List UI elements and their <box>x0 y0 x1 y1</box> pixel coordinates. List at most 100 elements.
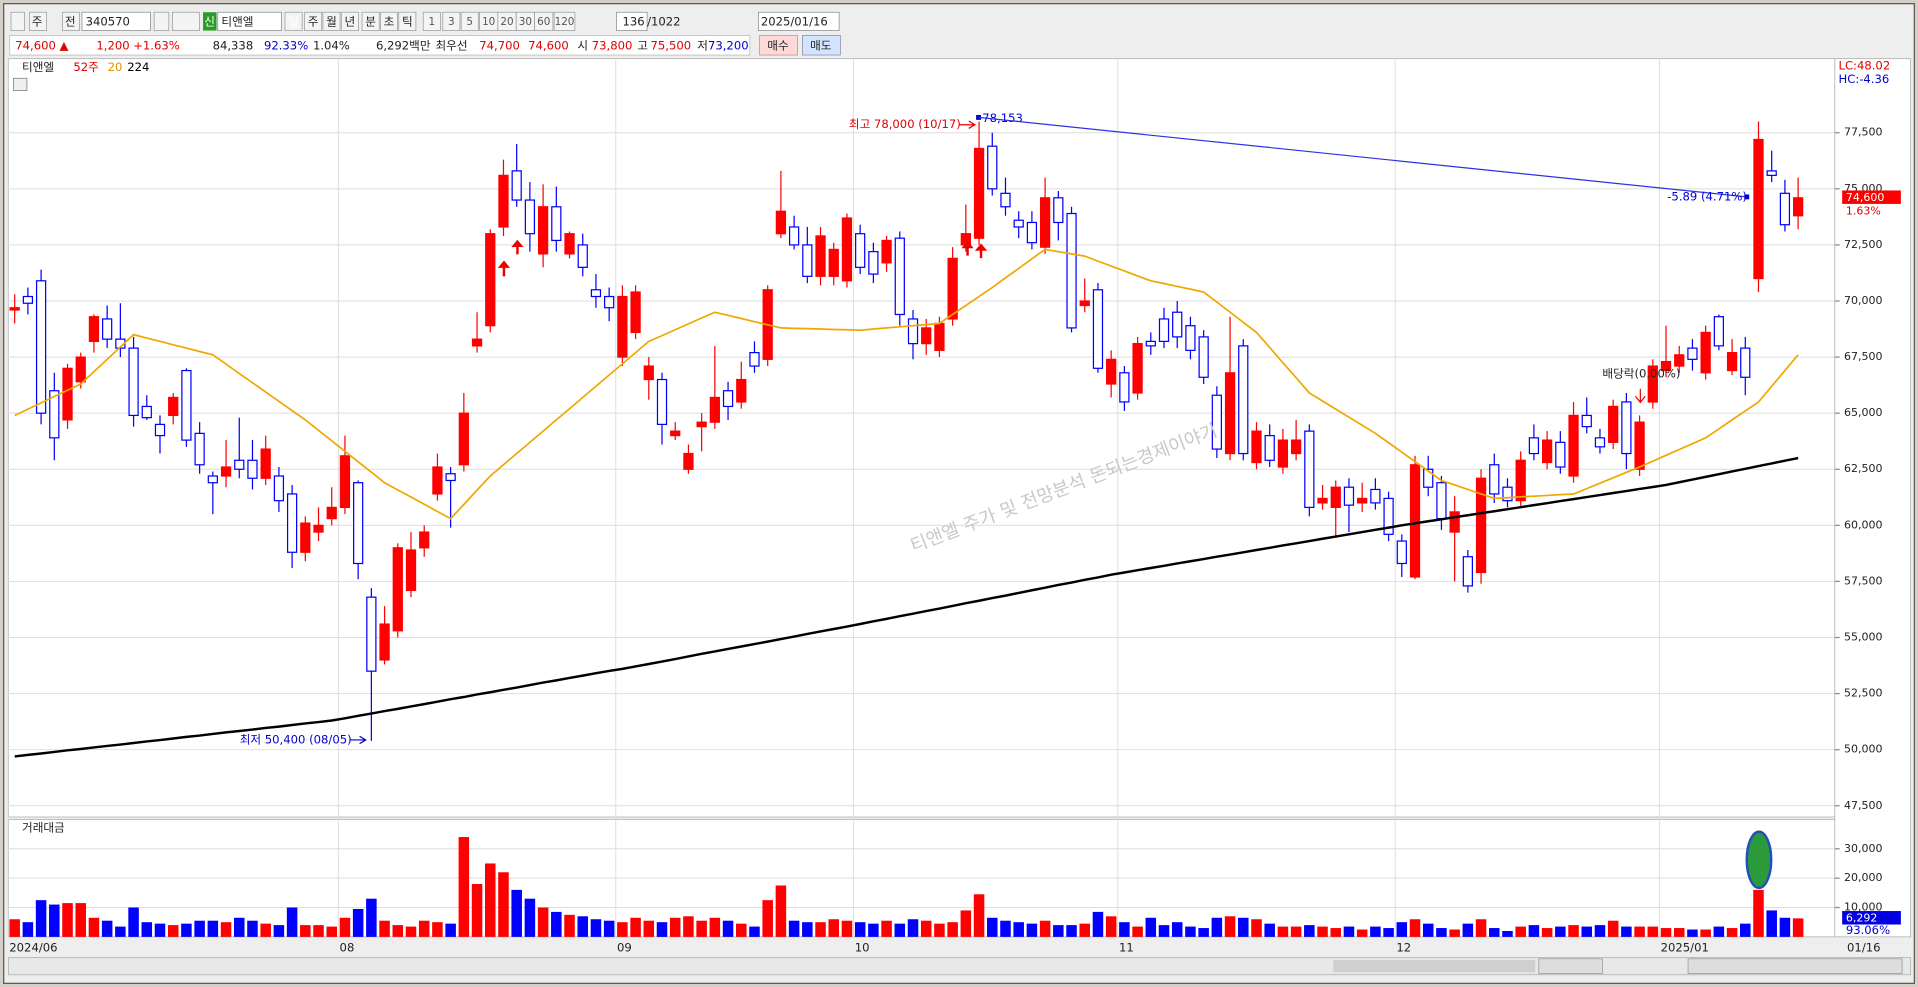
x-tick-label: 09 <box>617 940 632 954</box>
zoom-controls[interactable] <box>1687 958 1903 974</box>
period-label: 초 <box>384 15 395 29</box>
candle-body <box>881 239 892 264</box>
candle-body <box>1647 365 1658 403</box>
candle-body <box>1132 343 1143 394</box>
period-button[interactable] <box>322 11 341 31</box>
period-label: 1 <box>428 16 435 28</box>
period-button[interactable] <box>340 11 359 31</box>
candle-body <box>471 338 483 347</box>
name-box[interactable] <box>217 11 282 31</box>
period-button[interactable] <box>398 11 417 31</box>
volume-bar <box>551 911 562 937</box>
volume-bar <box>1145 917 1157 937</box>
code-text: 340570 <box>86 15 130 29</box>
volume-bar <box>617 922 628 937</box>
period-button[interactable] <box>361 11 380 31</box>
period-label: 주 <box>308 15 319 29</box>
candle-body <box>1541 439 1553 464</box>
candle-body <box>1053 197 1064 224</box>
view-select[interactable] <box>62 11 80 31</box>
volume-bar <box>1673 928 1685 937</box>
high-arrow <box>959 120 977 129</box>
y-tick-label: 70,000 <box>1844 294 1883 307</box>
volume-bar <box>273 925 285 937</box>
volume-bar <box>1436 928 1447 937</box>
candle-body <box>220 466 232 477</box>
volume-bar <box>1066 925 1077 937</box>
volume-bar <box>709 917 721 937</box>
candle-body <box>1766 170 1777 176</box>
view-label: 전 <box>65 15 76 29</box>
trend-line <box>978 116 1747 198</box>
quote-box <box>9 35 751 56</box>
y-tick-label: 52,500 <box>1844 687 1883 700</box>
candle-body <box>247 459 258 479</box>
volume-bar <box>1726 928 1738 937</box>
trend-change-label: -5.89 (4.71%) <box>1667 189 1747 203</box>
volume-bar <box>1079 923 1091 937</box>
period-button[interactable] <box>284 11 303 31</box>
period-button[interactable] <box>460 11 479 31</box>
code-input[interactable] <box>81 11 151 31</box>
period-button[interactable] <box>380 11 398 31</box>
candle-body <box>1409 464 1421 578</box>
volume-bar <box>432 922 443 937</box>
y-tick-label: 57,500 <box>1844 574 1883 587</box>
volume-bar <box>141 922 153 937</box>
volume-bar <box>1343 926 1355 937</box>
volume-bar <box>564 914 575 937</box>
volume-bar <box>194 920 205 937</box>
period-button[interactable] <box>304 11 323 31</box>
y-tick-label: 55,000 <box>1844 631 1883 644</box>
volume-bar <box>220 922 232 937</box>
high-annotation: 최고 78,000 (10/17) <box>849 117 961 131</box>
icon-button[interactable] <box>10 11 25 31</box>
period-label: 60 <box>537 16 550 28</box>
date-box[interactable] <box>758 11 840 31</box>
volume-bar <box>1779 917 1791 937</box>
scroll-thumb[interactable] <box>1333 960 1536 973</box>
candle-body <box>1224 372 1236 455</box>
period-button[interactable] <box>553 11 576 31</box>
volume-bar <box>1647 926 1659 937</box>
search-button[interactable] <box>153 11 170 31</box>
quote-field: 74,600 <box>528 38 569 52</box>
sell-button[interactable] <box>802 35 841 56</box>
change-tag: 1.63% <box>1846 204 1881 217</box>
volume-bar <box>128 907 139 937</box>
candle-body <box>551 206 562 242</box>
quote-field: 고 <box>637 38 648 52</box>
candle-body <box>643 365 654 381</box>
volume-title: 거래대금 <box>22 821 65 835</box>
period-label: 분 <box>365 15 376 29</box>
candle-body <box>577 244 588 268</box>
market-select[interactable] <box>28 11 47 31</box>
volume-bar <box>458 837 470 937</box>
sound-button[interactable] <box>172 11 200 31</box>
candle-body <box>273 475 285 502</box>
candle-body <box>366 596 377 672</box>
candle-body <box>1079 300 1090 307</box>
volume-bar <box>683 916 694 937</box>
playback-controls[interactable] <box>1538 958 1603 974</box>
quote-field: 최우선 <box>435 38 467 52</box>
buy-button[interactable] <box>759 35 798 56</box>
volume-bar <box>1383 928 1394 937</box>
settings-icon[interactable] <box>13 77 28 91</box>
candle-body <box>300 522 311 553</box>
volume-bar <box>669 917 681 937</box>
volume-bar <box>207 920 219 937</box>
volume-bar <box>1317 926 1328 937</box>
period-button[interactable] <box>422 11 441 31</box>
period-label: 월 <box>326 15 337 29</box>
credit-label: 신 <box>204 15 215 29</box>
scrollbar[interactable] <box>8 957 1912 976</box>
candle-body <box>1581 414 1592 428</box>
volume-bar <box>379 920 390 937</box>
count-box[interactable] <box>616 11 648 31</box>
volume-bar <box>1000 920 1011 937</box>
period-button[interactable] <box>534 11 554 31</box>
candle-body <box>1726 351 1738 372</box>
volume-bar <box>405 926 417 937</box>
period-button[interactable] <box>442 11 461 31</box>
